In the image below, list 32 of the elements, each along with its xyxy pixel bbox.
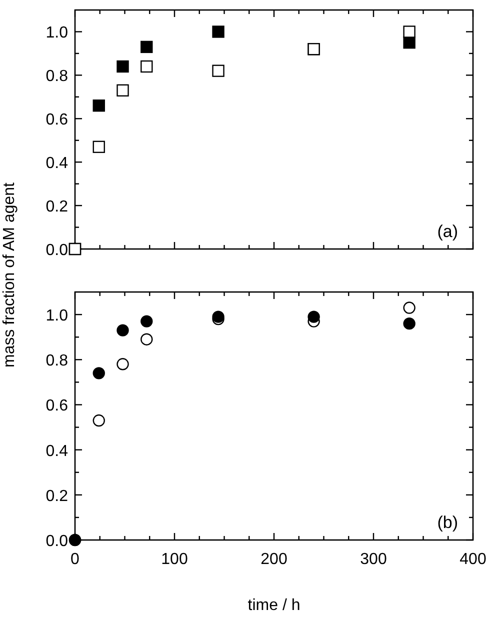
- point: [403, 317, 416, 330]
- y-tick-label: 0.4: [46, 442, 68, 460]
- annotation: (b): [437, 513, 458, 532]
- point: [212, 310, 224, 323]
- point: [92, 367, 105, 380]
- x-tick-label: 400: [460, 551, 486, 568]
- point: [140, 315, 153, 328]
- y-tick-label: 0.6: [46, 398, 68, 415]
- y-tick-label: 0.0: [46, 242, 68, 259]
- point: [116, 60, 129, 73]
- point: [140, 60, 153, 73]
- point: [140, 40, 153, 54]
- annotation: (a): [437, 222, 458, 241]
- point: [116, 324, 129, 336]
- x-axis-title: time / h: [248, 597, 300, 614]
- x-tick-label: 0: [70, 551, 80, 568]
- y-tick-label: 0.8: [46, 352, 68, 370]
- y-tick-label: 1.0: [46, 24, 68, 42]
- x-tick-label: 300: [360, 551, 387, 568]
- y-tick-label: 0.6: [46, 112, 68, 129]
- y-tick-label: 0.2: [46, 198, 68, 216]
- point: [308, 310, 320, 323]
- x-tick-label: 100: [161, 551, 188, 568]
- y-tick-label: 0.0: [46, 533, 68, 550]
- y-tick-label: 0.8: [46, 68, 68, 86]
- point: [212, 26, 224, 38]
- y-tick-label: 0.4: [46, 155, 68, 172]
- x-tick-label: 200: [260, 551, 288, 568]
- y-tick-label: 1.0: [46, 308, 68, 325]
- y-axis-title: mass fraction of AM agent: [1, 182, 18, 368]
- point: [92, 100, 105, 112]
- y-tick-label: 0.2: [46, 488, 68, 505]
